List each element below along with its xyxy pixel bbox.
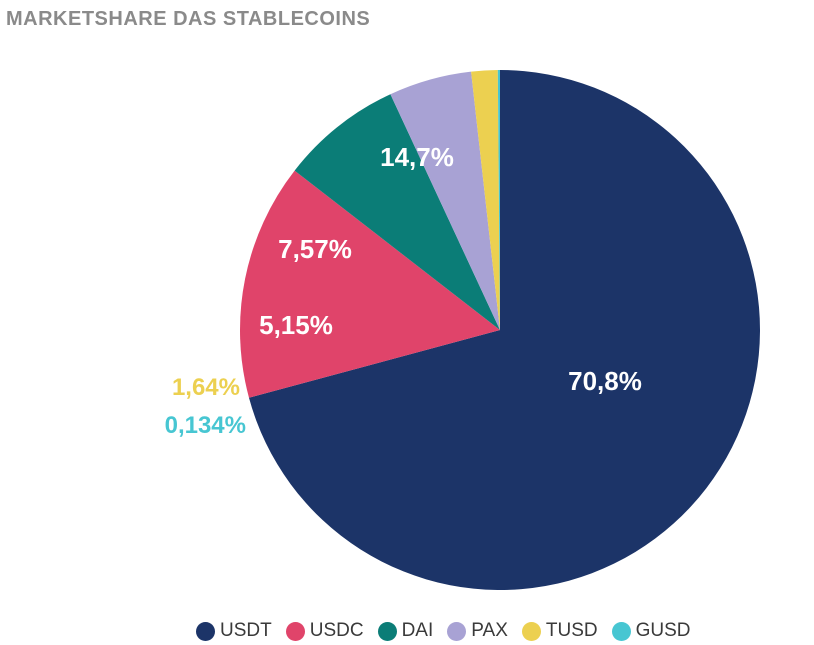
pie-slice-pax <box>390 71 500 331</box>
legend: USDT USDC DAI PAX TUSD GUSD <box>196 620 705 642</box>
legend-item-usdc: USDC <box>285 620 364 642</box>
legend-label: USDT <box>220 620 272 641</box>
legend-label: DAI <box>401 620 434 641</box>
data-label-dai: 7,57% <box>278 234 352 264</box>
legend-label: USDC <box>309 620 364 641</box>
legend-label: PAX <box>471 620 508 641</box>
data-label-gusd: 0,134% <box>165 412 246 439</box>
pie-slice-usdt <box>248 70 761 590</box>
pie-slice-tusd <box>471 70 500 330</box>
legend-label: TUSD <box>545 620 598 641</box>
data-label-pax: 5,15% <box>259 310 333 340</box>
legend-item-tusd: TUSD <box>521 620 598 642</box>
pie-chart: 70,8% 14,7% 7,57% 5,15% 1,64% 0,134% <box>165 70 761 590</box>
pie-slice-dai <box>294 94 500 330</box>
legend-label: GUSD <box>635 620 691 641</box>
legend-swatch <box>285 621 305 641</box>
legend-item-usdt: USDT <box>196 620 272 642</box>
legend-item-dai: DAI <box>377 620 434 642</box>
data-label-tusd: 1,64% <box>172 374 240 401</box>
legend-swatch <box>611 621 631 641</box>
legend-swatch <box>196 621 215 641</box>
legend-item-pax: PAX <box>447 620 508 642</box>
legend-swatch <box>521 621 541 641</box>
chart-title: MARKETSHARE DAS STABLECOINS <box>6 8 371 30</box>
data-label-usdc: 14,7% <box>380 142 454 172</box>
data-label-usdt: 70,8% <box>568 366 642 396</box>
legend-swatch <box>447 621 467 641</box>
legend-item-gusd: GUSD <box>611 620 691 642</box>
pie-slice-usdc <box>240 170 500 398</box>
legend-swatch <box>377 621 397 641</box>
pie-slice-gusd <box>497 70 500 330</box>
